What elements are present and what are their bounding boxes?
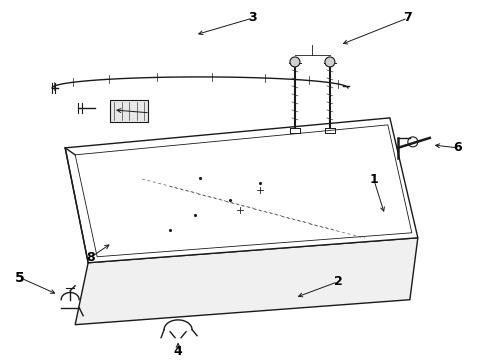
Text: 6: 6 [453, 141, 462, 154]
Text: 1: 1 [369, 173, 378, 186]
Circle shape [325, 57, 335, 67]
Bar [110, 100, 148, 122]
Polygon shape [75, 238, 418, 325]
Text: 8: 8 [86, 251, 95, 264]
Text: 4: 4 [173, 345, 182, 358]
Circle shape [290, 57, 300, 67]
Text: 2: 2 [334, 275, 343, 288]
Text: 7: 7 [403, 12, 412, 24]
Text: 5: 5 [15, 271, 25, 285]
Text: 3: 3 [249, 12, 257, 24]
Polygon shape [65, 118, 418, 263]
